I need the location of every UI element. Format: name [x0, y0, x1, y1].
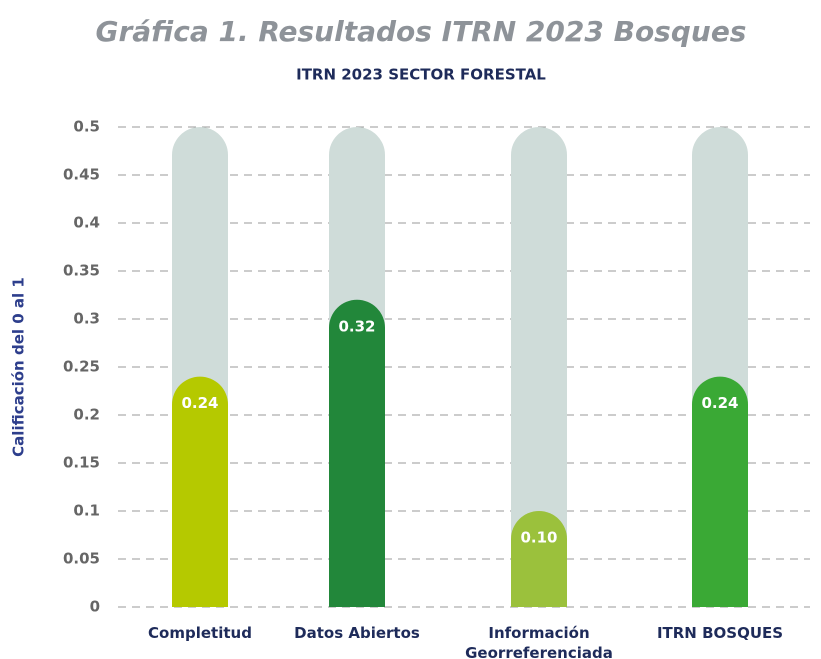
x-tick-label: Completitud: [148, 624, 252, 642]
y-tick-label: 0.1: [73, 502, 100, 520]
y-tick-label: 0.25: [63, 358, 100, 376]
chart-title: Gráfica 1. Resultados ITRN 2023 Bosques: [96, 15, 747, 48]
chart-subtitle: ITRN 2023 SECTOR FORESTAL: [296, 66, 546, 84]
y-tick-label: 0.15: [63, 454, 100, 472]
value-label: 0.24: [701, 394, 738, 412]
y-tick-label: 0.05: [63, 550, 100, 568]
bar: [172, 376, 229, 607]
y-tick-label: 0.2: [73, 406, 100, 424]
bar: [511, 511, 567, 607]
y-axis-label: Calificación del 0 al 1: [10, 277, 28, 457]
x-tick-label: Información Georreferenciada: [465, 624, 613, 659]
bar-track: [511, 127, 567, 607]
bar: [329, 299, 385, 607]
x-tick-label: ITRN BOSQUES: [656, 624, 784, 642]
value-label: 0.24: [181, 394, 218, 412]
value-label: 0.10: [520, 529, 557, 547]
y-tick-label: 0.5: [73, 118, 100, 136]
y-tick-label: 0.4: [73, 214, 100, 232]
bar: [692, 376, 748, 607]
y-tick-label: 0.3: [73, 310, 100, 328]
value-label: 0.32: [338, 317, 375, 335]
x-tick-label: Datos Abiertos: [294, 624, 420, 642]
y-tick-label: 0.35: [63, 262, 100, 280]
y-tick-label: 0: [90, 598, 100, 616]
y-tick-label: 0.45: [63, 166, 100, 184]
